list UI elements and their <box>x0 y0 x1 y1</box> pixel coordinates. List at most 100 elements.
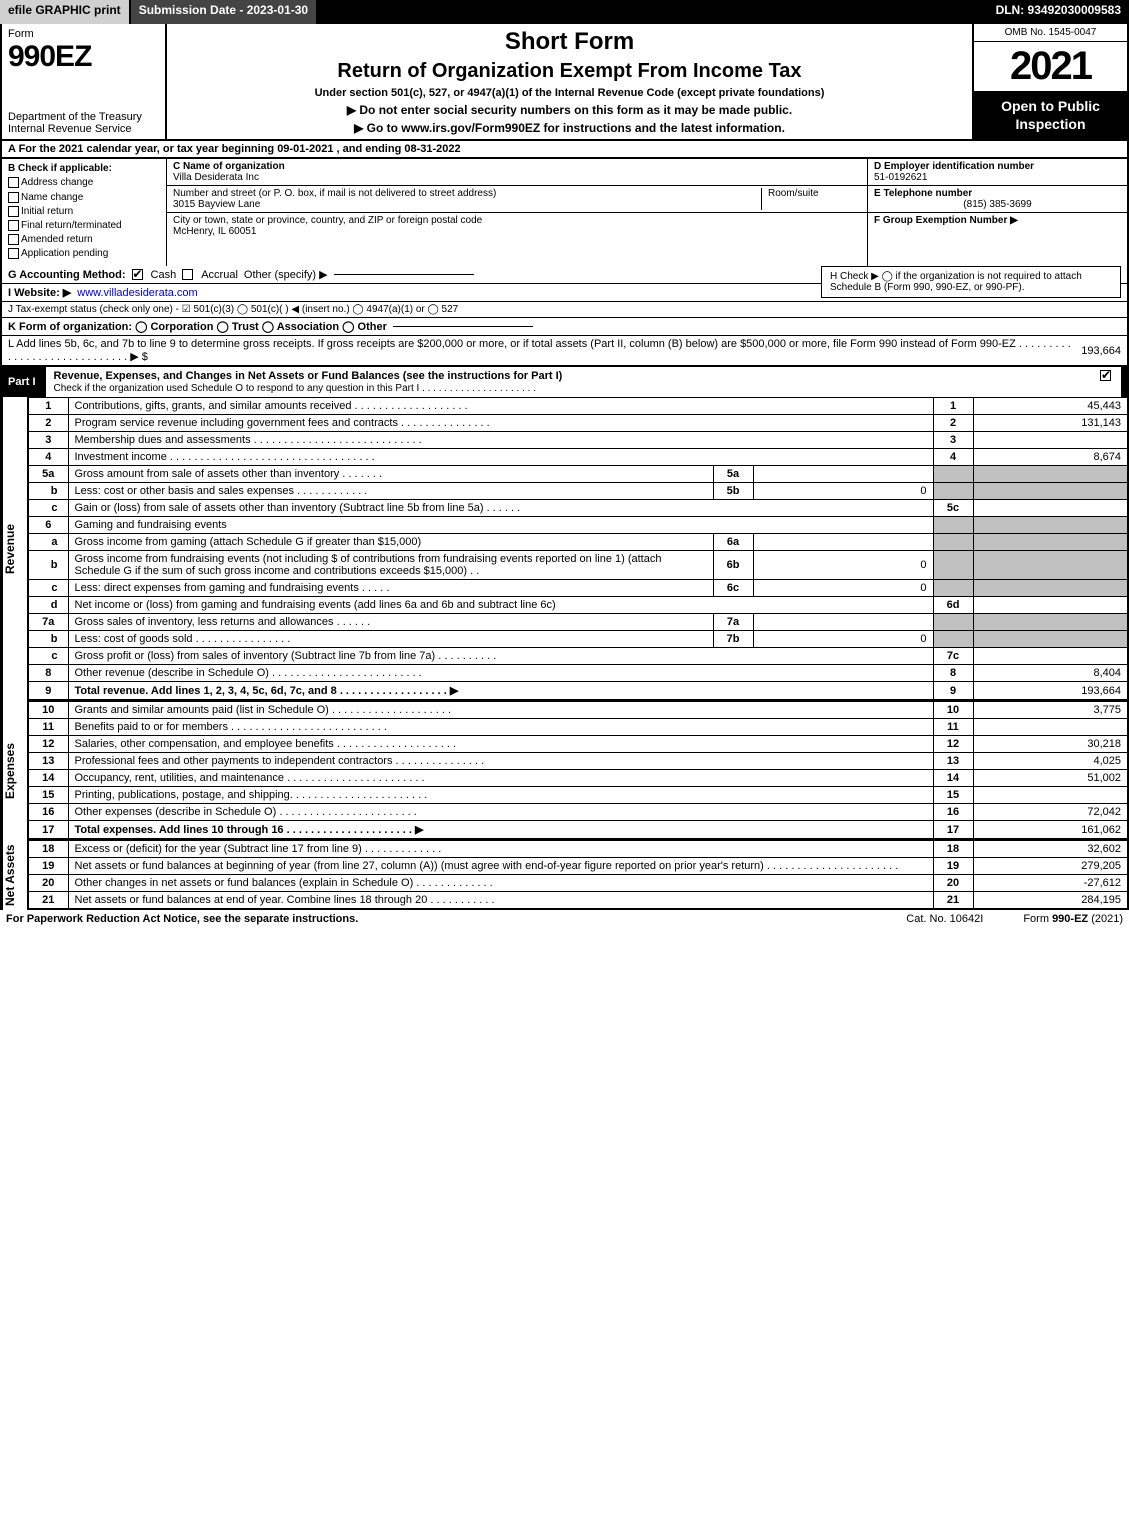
city-label: City or town, state or province, country… <box>173 215 861 226</box>
form-label: Form <box>8 28 159 40</box>
table-row: cGross profit or (loss) from sales of in… <box>28 648 1128 665</box>
col-c: C Name of organization Villa Desiderata … <box>167 159 867 266</box>
bcd-grid: B Check if applicable: Address change Na… <box>0 159 1129 266</box>
expenses-vlabel: Expenses <box>2 701 27 840</box>
col-b-label: B Check if applicable: <box>8 163 112 174</box>
efile-print[interactable]: efile GRAPHIC print <box>0 0 131 24</box>
col-b: B Check if applicable: Address change Na… <box>2 159 167 266</box>
line-a-text: A For the 2021 calendar year, or tax yea… <box>8 143 461 155</box>
expenses-section: Expenses 10Grants and similar amounts pa… <box>0 701 1129 840</box>
table-row: 14Occupancy, rent, utilities, and mainte… <box>28 770 1128 787</box>
checkbox-initial-return[interactable] <box>8 206 19 217</box>
checkbox-cash[interactable] <box>132 269 143 280</box>
table-row: 2Program service revenue including gover… <box>28 415 1128 432</box>
table-row: bGross income from fundraising events (n… <box>28 551 1128 580</box>
table-row: aGross income from gaming (attach Schedu… <box>28 534 1128 551</box>
page-footer: For Paperwork Reduction Act Notice, see … <box>0 910 1129 928</box>
revenue-vlabel: Revenue <box>2 397 27 701</box>
table-row: 3Membership dues and assessments . . . .… <box>28 432 1128 449</box>
revenue-section: Revenue 1Contributions, gifts, grants, a… <box>0 397 1129 701</box>
table-row: 21Net assets or fund balances at end of … <box>28 892 1128 910</box>
city: McHenry, IL 60051 <box>173 226 861 237</box>
header-left: Form 990EZ Department of the Treasury In… <box>2 24 167 139</box>
table-row: 10Grants and similar amounts paid (list … <box>28 702 1128 719</box>
table-row: 20Other changes in net assets or fund ba… <box>28 875 1128 892</box>
top-bar: efile GRAPHIC print Submission Date - 20… <box>0 0 1129 24</box>
room-label: Room/suite <box>761 188 861 210</box>
accounting-label: G Accounting Method: <box>8 269 126 281</box>
omb-number: OMB No. 1545-0047 <box>974 24 1127 42</box>
line-a: A For the 2021 calendar year, or tax yea… <box>0 141 1129 159</box>
table-row: 11Benefits paid to or for members . . . … <box>28 719 1128 736</box>
line-h: H Check ▶ ◯ if the organization is not r… <box>821 266 1121 298</box>
submission-date: Submission Date - 2023-01-30 <box>131 0 316 24</box>
name-label: C Name of organization <box>173 161 285 172</box>
tax-year: 2021 <box>974 42 1127 91</box>
table-row: 6Gaming and fundraising events <box>28 517 1128 534</box>
ghijkl-block: G Accounting Method: Cash Accrual Other … <box>0 266 1129 367</box>
line-l: L Add lines 5b, 6c, and 7b to line 9 to … <box>2 336 1127 365</box>
dln: DLN: 93492030009583 <box>988 0 1129 24</box>
part-title: Revenue, Expenses, and Changes in Net As… <box>46 367 1121 397</box>
netassets-vlabel: Net Assets <box>2 840 27 910</box>
table-row: 19Net assets or fund balances at beginni… <box>28 858 1128 875</box>
website-label: I Website: ▶ <box>8 286 71 299</box>
checkbox-address-change[interactable] <box>8 177 19 188</box>
table-row: 1Contributions, gifts, grants, and simil… <box>28 398 1128 415</box>
checkbox-final-return[interactable] <box>8 220 19 231</box>
other-specify-input[interactable] <box>334 274 474 275</box>
header-right: OMB No. 1545-0047 2021 Open to Public In… <box>972 24 1127 139</box>
checkbox-name-change[interactable] <box>8 192 19 203</box>
inspection-badge: Open to Public Inspection <box>974 91 1127 139</box>
other-org-input[interactable] <box>393 326 533 327</box>
tel-label: E Telephone number <box>874 188 972 199</box>
table-row: 16Other expenses (describe in Schedule O… <box>28 804 1128 821</box>
checkbox-schedule-o[interactable] <box>1100 370 1111 381</box>
footer-cat: Cat. No. 10642I <box>906 913 983 925</box>
table-row: 15Printing, publications, postage, and s… <box>28 787 1128 804</box>
gross-receipts: 193,664 <box>1081 345 1121 357</box>
goto-link[interactable]: ▶ Go to www.irs.gov/Form990EZ for instru… <box>175 121 964 135</box>
ein: 51-0192621 <box>874 172 927 183</box>
expenses-table: 10Grants and similar amounts paid (list … <box>27 701 1129 840</box>
form-number: 990EZ <box>8 40 159 74</box>
ein-label: D Employer identification number <box>874 161 1034 172</box>
checkbox-amended[interactable] <box>8 234 19 245</box>
table-row: cLess: direct expenses from gaming and f… <box>28 580 1128 597</box>
form-header: Form 990EZ Department of the Treasury In… <box>0 24 1129 141</box>
part1-header: Part I Revenue, Expenses, and Changes in… <box>0 367 1129 397</box>
table-row: 8Other revenue (describe in Schedule O) … <box>28 665 1128 682</box>
checkbox-accrual[interactable] <box>182 269 193 280</box>
telephone: (815) 385-3699 <box>874 199 1121 210</box>
line-l-text: L Add lines 5b, 6c, and 7b to line 9 to … <box>8 338 1075 363</box>
part-number: Part I <box>8 376 46 388</box>
street-label: Number and street (or P. O. box, if mail… <box>173 188 753 199</box>
footer-left: For Paperwork Reduction Act Notice, see … <box>6 913 358 925</box>
col-def: D Employer identification number51-01926… <box>867 159 1127 266</box>
website-link[interactable]: www.villadesiderata.com <box>77 287 197 299</box>
netassets-table: 18Excess or (deficit) for the year (Subt… <box>27 840 1129 910</box>
checkbox-pending[interactable] <box>8 248 19 259</box>
table-row: cGain or (loss) from sale of assets othe… <box>28 500 1128 517</box>
title-short-form: Short Form <box>175 28 964 56</box>
warning: ▶ Do not enter social security numbers o… <box>175 103 964 117</box>
department: Department of the Treasury Internal Reve… <box>8 111 159 135</box>
header-mid: Short Form Return of Organization Exempt… <box>167 24 972 139</box>
table-row: 18Excess or (deficit) for the year (Subt… <box>28 841 1128 858</box>
title-return: Return of Organization Exempt From Incom… <box>175 60 964 83</box>
line-j: J Tax-exempt status (check only one) - ☑… <box>2 302 1127 318</box>
revenue-table: 1Contributions, gifts, grants, and simil… <box>27 397 1129 701</box>
table-row: 17Total expenses. Add lines 10 through 1… <box>28 821 1128 840</box>
table-row: 12Salaries, other compensation, and empl… <box>28 736 1128 753</box>
table-row: 4Investment income . . . . . . . . . . .… <box>28 449 1128 466</box>
subtitle: Under section 501(c), 527, or 4947(a)(1)… <box>175 87 964 99</box>
line-g: G Accounting Method: Cash Accrual Other … <box>2 266 1127 284</box>
street: 3015 Bayview Lane <box>173 199 753 210</box>
org-name: Villa Desiderata Inc <box>173 172 861 183</box>
table-row: 7aGross sales of inventory, less returns… <box>28 614 1128 631</box>
table-row: 5aGross amount from sale of assets other… <box>28 466 1128 483</box>
table-row: 13Professional fees and other payments t… <box>28 753 1128 770</box>
table-row: 9Total revenue. Add lines 1, 2, 3, 4, 5c… <box>28 682 1128 701</box>
line-k: K Form of organization: ◯ Corporation ◯ … <box>2 318 1127 336</box>
table-row: dNet income or (loss) from gaming and fu… <box>28 597 1128 614</box>
